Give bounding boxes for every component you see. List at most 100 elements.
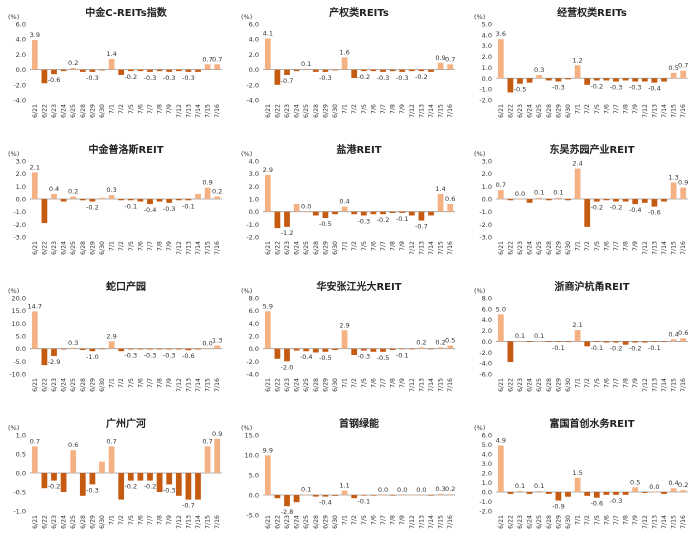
y-tick-label: -1.0 bbox=[246, 221, 259, 229]
bar bbox=[622, 492, 629, 495]
data-label: 0.2 bbox=[212, 187, 222, 195]
bar bbox=[185, 199, 192, 201]
chart-title: 浙商沪杭甬REIT bbox=[554, 280, 629, 293]
x-tick-label: 6/28 bbox=[313, 515, 320, 529]
bar bbox=[641, 199, 648, 203]
data-label: 0.9 bbox=[212, 430, 222, 438]
data-label: 0.2 bbox=[416, 338, 426, 346]
x-tick-label: 7/8 bbox=[390, 378, 397, 388]
x-tick-label: 7/16 bbox=[447, 378, 454, 392]
bar bbox=[389, 495, 396, 496]
x-tick-label: 6/21 bbox=[498, 378, 505, 392]
bar bbox=[195, 348, 201, 350]
data-label: -0.2 bbox=[610, 204, 623, 212]
x-tick-label: 7/8 bbox=[623, 378, 630, 388]
x-tick-label: 7/15 bbox=[671, 378, 678, 392]
bar bbox=[312, 211, 319, 216]
bar bbox=[89, 69, 96, 72]
bar bbox=[613, 78, 619, 82]
chart-panel: 华安张江光大REIT (%)8.0 6.0 4.0 2.0 0.0 -2.0 -4.0 5.9 6… bbox=[241, 280, 455, 392]
bar bbox=[584, 341, 591, 347]
x-tick-label: 6/25 bbox=[536, 378, 543, 392]
bar bbox=[99, 69, 105, 71]
x-tick-label: 7/5 bbox=[128, 241, 135, 251]
chart-title: 华安张江光大REIT bbox=[316, 280, 401, 293]
bar bbox=[437, 193, 444, 212]
data-label: 0.2 bbox=[68, 187, 78, 195]
bar bbox=[31, 39, 38, 70]
bar bbox=[175, 348, 182, 350]
y-tick-label: 0.0 bbox=[482, 196, 492, 204]
bar bbox=[661, 78, 667, 82]
x-tick-label: 7/13 bbox=[651, 515, 658, 529]
x-tick-label: 7/2 bbox=[351, 241, 358, 251]
x-tick-label: 7/14 bbox=[661, 378, 668, 392]
data-label: -0.3 bbox=[163, 74, 176, 82]
x-tick-label: 6/29 bbox=[322, 104, 329, 118]
x-tick-label: 6/29 bbox=[322, 378, 329, 392]
data-label: -0.2 bbox=[86, 204, 99, 212]
x-tick-label: 7/14 bbox=[428, 241, 435, 255]
bar bbox=[147, 348, 153, 350]
data-label: -2.0 bbox=[281, 363, 294, 371]
x-tick-label: 6/29 bbox=[89, 378, 96, 392]
bar bbox=[593, 341, 600, 343]
x-tick-label: 6/30 bbox=[332, 241, 339, 255]
data-label: -0.6 bbox=[590, 500, 603, 508]
y-tick-label: -6.0 bbox=[479, 371, 492, 379]
bar bbox=[303, 211, 310, 213]
x-tick-label: 6/24 bbox=[61, 378, 68, 392]
bar bbox=[303, 348, 310, 352]
data-label: -2.9 bbox=[48, 358, 61, 366]
bar bbox=[536, 75, 543, 79]
bar bbox=[185, 473, 192, 500]
bar bbox=[622, 199, 629, 202]
bar bbox=[312, 348, 319, 353]
bar bbox=[60, 69, 67, 72]
x-tick-label: 7/9 bbox=[399, 378, 406, 388]
chart-panel: 中金C-REITs指数 (%)6.0 4.0 2.0 0.0 -2.0 -4.0 3.9 6/2… bbox=[8, 6, 222, 118]
data-label: 2.1 bbox=[30, 163, 40, 171]
bar bbox=[507, 492, 514, 494]
bar bbox=[574, 477, 581, 492]
y-tick-label: 0.0 bbox=[16, 470, 26, 478]
y-tick-label: 6.0 bbox=[482, 305, 492, 313]
x-tick-label: 7/9 bbox=[399, 104, 406, 114]
data-label: -0.3 bbox=[124, 351, 137, 359]
bar bbox=[632, 487, 639, 492]
x-tick-label: 7/2 bbox=[584, 378, 591, 388]
data-label: -0.2 bbox=[48, 483, 61, 491]
x-tick-label: 7/7 bbox=[380, 515, 387, 525]
data-label: 0.7 bbox=[106, 437, 116, 445]
chart-panel: 东吴苏园产业REIT (%)3.0 2.0 1.0 0.0 -1.0 -2.0 -3.0 0.7… bbox=[474, 143, 688, 255]
x-tick-label: 7/16 bbox=[447, 104, 454, 118]
bar bbox=[264, 311, 271, 349]
x-tick-label: 7/16 bbox=[214, 104, 221, 118]
y-tick-label: -1.0 bbox=[13, 508, 26, 516]
x-tick-label: 6/28 bbox=[80, 104, 87, 118]
y-tick-label: 15.0 bbox=[12, 307, 26, 315]
bar bbox=[408, 494, 415, 496]
x-tick-label: 6/25 bbox=[303, 378, 310, 392]
bar bbox=[680, 70, 687, 79]
data-label: -0.5 bbox=[319, 220, 332, 228]
bar bbox=[89, 199, 96, 202]
y-tick-label: 3.0 bbox=[482, 460, 492, 468]
x-tick-label: 7/8 bbox=[157, 378, 164, 388]
x-tick-label: 7/1 bbox=[575, 104, 582, 114]
x-tick-label: 7/6 bbox=[137, 378, 144, 388]
bar bbox=[507, 341, 514, 363]
x-tick-label: 7/13 bbox=[418, 241, 425, 255]
chart-panel: 中金普洛斯REIT (%)3.0 2.0 1.0 0.0 -1.0 -2.0 -3.0 2.1 6… bbox=[8, 143, 222, 255]
x-tick-label: 6/21 bbox=[32, 241, 39, 255]
x-tick-label: 7/9 bbox=[399, 515, 406, 525]
y-tick-label: 2.0 bbox=[482, 53, 492, 61]
bar bbox=[185, 348, 192, 351]
data-label: 0.2 bbox=[678, 481, 688, 489]
y-tick-label: 4.0 bbox=[482, 316, 492, 324]
y-tick-label: 2.0 bbox=[16, 170, 26, 178]
x-tick-label: 6/22 bbox=[507, 241, 514, 255]
bar bbox=[437, 347, 444, 349]
unit-label: (%) bbox=[241, 424, 252, 432]
bar bbox=[118, 69, 125, 75]
